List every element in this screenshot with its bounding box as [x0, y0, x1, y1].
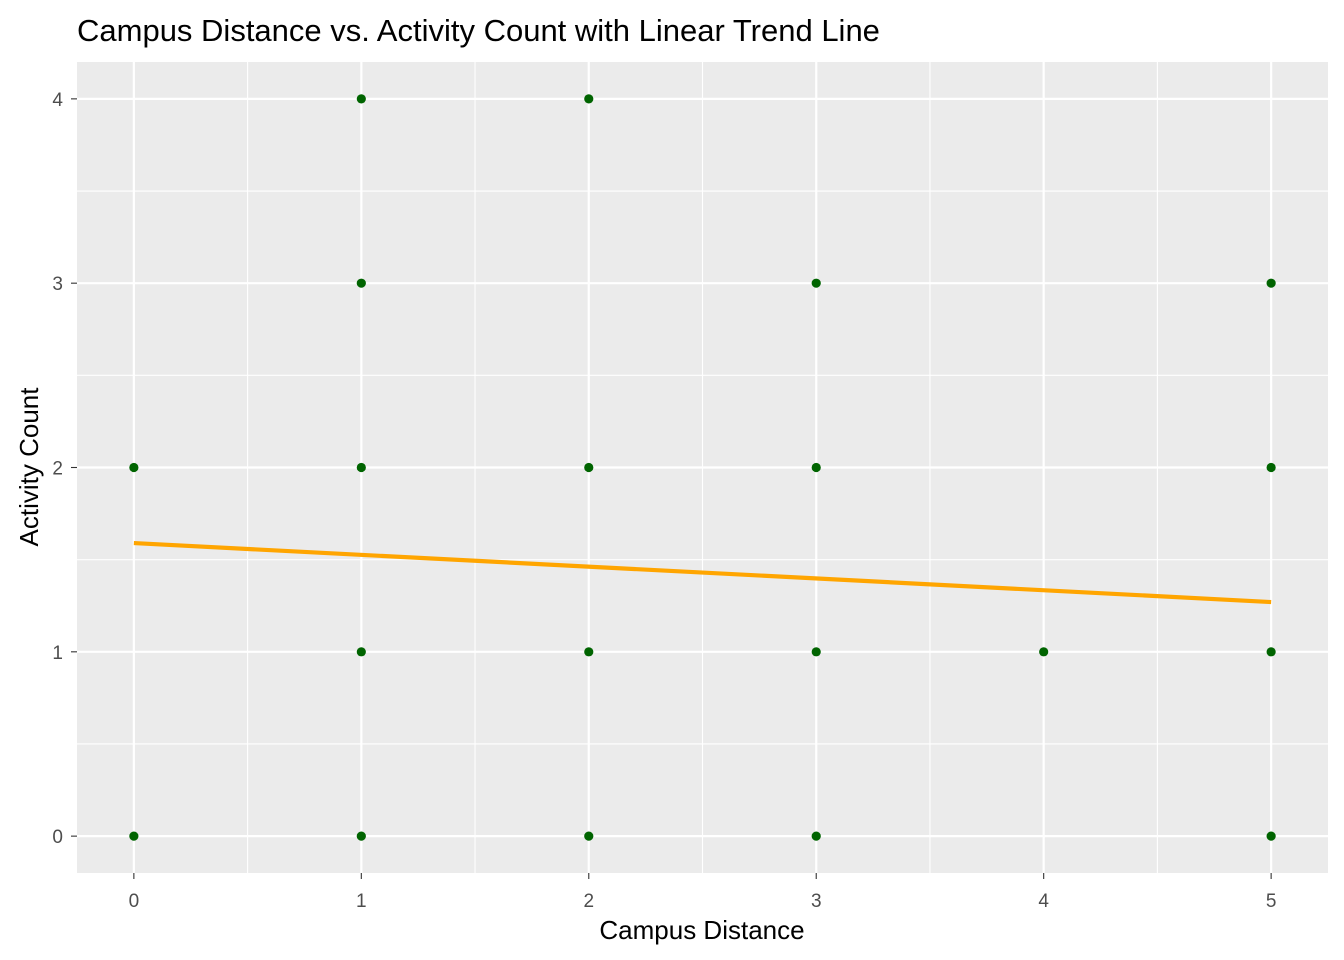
- data-point: [1266, 462, 1276, 473]
- data-point: [1266, 647, 1276, 657]
- y-axis-title: Activity Count: [14, 387, 44, 547]
- x-tick-label: 5: [1266, 891, 1277, 912]
- data-point: [811, 647, 821, 657]
- y-tick-label: 3: [52, 274, 63, 295]
- data-point: [1039, 647, 1049, 657]
- data-point: [584, 831, 594, 841]
- data-point: [356, 831, 366, 841]
- y-tick-label: 2: [52, 459, 63, 480]
- x-tick-label: 4: [1038, 891, 1049, 912]
- data-point: [356, 94, 366, 104]
- data-point: [356, 462, 366, 473]
- data-point: [356, 647, 366, 657]
- x-axis-title: Campus Distance: [599, 915, 804, 945]
- y-tick-label: 1: [52, 643, 63, 664]
- data-point: [1266, 831, 1276, 841]
- data-point: [811, 831, 821, 841]
- data-point: [356, 278, 366, 288]
- y-tick-label: 0: [52, 827, 63, 848]
- x-tick-label: 1: [356, 891, 367, 912]
- data-point: [811, 462, 821, 473]
- data-point: [811, 278, 821, 288]
- data-point: [584, 462, 594, 473]
- data-point: [584, 94, 594, 104]
- x-axis-ticks: 0 1 2 3 4 5: [129, 873, 1277, 912]
- data-points: [129, 94, 1276, 841]
- x-tick-label: 2: [583, 891, 594, 912]
- trend-line: [133, 540, 1272, 605]
- trend-line-group: [133, 540, 1272, 605]
- data-point: [129, 462, 139, 473]
- data-point: [584, 647, 594, 657]
- y-tick-label: 4: [52, 90, 63, 111]
- x-tick-label: 3: [811, 891, 822, 912]
- chart-title: Campus Distance vs. Activity Count with …: [77, 13, 880, 48]
- x-tick-label: 0: [129, 891, 140, 912]
- data-point: [129, 831, 139, 841]
- y-axis-ticks: 0 1 2 3 4: [52, 90, 77, 848]
- data-point: [1266, 278, 1276, 288]
